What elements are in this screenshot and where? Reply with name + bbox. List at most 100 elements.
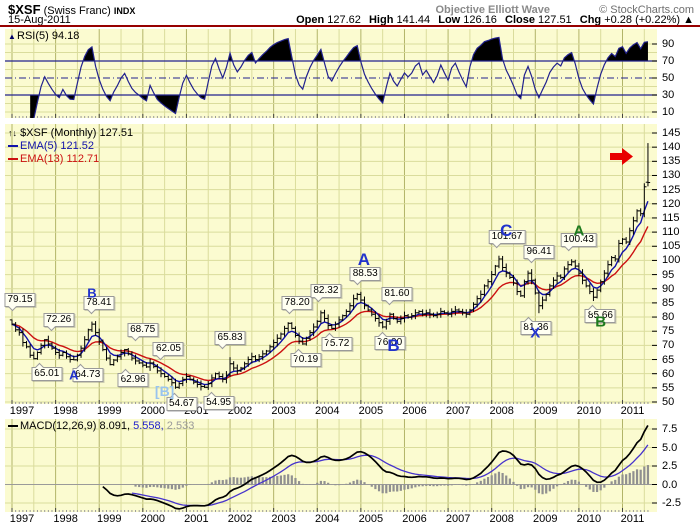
year-label: 2011 — [620, 405, 645, 417]
year-label: 2004 — [315, 513, 340, 525]
red-arrow-icon — [609, 147, 633, 165]
year-label: 2005 — [358, 513, 384, 525]
ema5-line-icon — [8, 145, 18, 148]
price-axis-tick-label: 70 — [662, 339, 675, 352]
price-axis-tick-label: 60 — [662, 367, 675, 380]
rsi-axis-tick-label: 30 — [662, 89, 675, 101]
elliott-letter: A — [573, 222, 585, 240]
rsi-axis-tick-label: 50 — [662, 72, 675, 84]
year-label: 1997 — [9, 513, 35, 525]
up-arrow-icon: ▲ — [683, 14, 694, 26]
callout-label: 81.36 — [520, 321, 552, 336]
year-label: 2004 — [315, 405, 340, 417]
callout-label: 62.96 — [117, 373, 149, 388]
rsi-legend: ▲RSI(5) 94.18 — [8, 30, 79, 42]
price-axis-tick-label: 125 — [662, 183, 681, 196]
rsi-axis-tick-label: 90 — [662, 38, 675, 50]
callout-label: 70.19 — [290, 352, 322, 367]
close-value: 127.51 — [538, 14, 572, 26]
rsi-axis-tick-label: 10 — [662, 106, 675, 118]
rsi-area-icon: ▲ — [8, 32, 16, 41]
price-axis-tick-label: 100 — [662, 254, 681, 267]
year-label: 2000 — [140, 405, 166, 417]
elliott-letter: X — [530, 324, 541, 342]
elliott-letter: C — [500, 220, 513, 240]
callout-label: 76.00 — [374, 336, 406, 351]
elliott-letter: A — [69, 367, 79, 383]
macd-signal-value: 5.558, — [133, 420, 164, 432]
open-label: Open — [296, 14, 325, 26]
year-label: 2010 — [576, 513, 602, 525]
price-axis-tick-label: 120 — [662, 197, 681, 210]
price-axis-tick-label: 140 — [662, 141, 681, 154]
ema13-legend: EMA(13) 112.71 — [8, 153, 99, 165]
high-value: 141.44 — [396, 14, 431, 26]
updown-arrows-icon: ↑↓ — [8, 128, 17, 138]
callout-label: 68.75 — [127, 322, 159, 337]
symbol: $XSF — [8, 2, 41, 17]
year-label: 1998 — [53, 405, 78, 417]
chg-label: Chg — [579, 14, 602, 26]
ema5-legend-text: EMA(5) 121.52 — [20, 140, 94, 152]
year-label: 1999 — [96, 513, 122, 525]
year-label: 2003 — [271, 405, 296, 417]
copyright: © StockCharts.com — [599, 4, 694, 16]
elliott-letter: [B] — [154, 382, 175, 399]
year-label: 1997 — [9, 405, 35, 417]
macd-axis-tick-label: -2.5 — [662, 497, 681, 509]
header-divider — [0, 25, 700, 27]
price-axis-tick-label: 105 — [662, 240, 681, 253]
callout-label: 64.73 — [72, 368, 104, 383]
year-label: 2007 — [445, 513, 471, 525]
oew-watermark: Objective Elliott Wave — [435, 4, 550, 16]
open-value: 127.62 — [327, 14, 361, 26]
price-axis-tick-label: 130 — [662, 169, 681, 182]
header-line1: $XSF (Swiss Franc) INDX — [8, 2, 135, 17]
index-tag: INDX — [113, 6, 136, 16]
elliott-letter: B — [595, 313, 607, 331]
macd-legend-text: MACD(12,26,9) 8.091, — [20, 420, 131, 432]
high-label: High — [368, 14, 394, 26]
callout-label: 72.26 — [43, 312, 75, 327]
price-axis-tick-label: 90 — [662, 282, 675, 295]
year-label: 2008 — [489, 405, 514, 417]
year-label: 2002 — [227, 513, 253, 525]
year-label: 2006 — [402, 405, 427, 417]
chg-value: +0.28 (+0.22%) — [604, 14, 681, 26]
price-axis-tick-label: 135 — [662, 155, 681, 168]
symbol-desc: (Swiss Franc) — [43, 5, 111, 17]
callout-label: 54.95 — [203, 395, 235, 410]
year-label: 2008 — [489, 513, 514, 525]
callout-label: 100.43 — [560, 233, 597, 248]
year-label: 2000 — [140, 513, 166, 525]
year-label: 2006 — [402, 513, 427, 525]
macd-line-icon — [8, 425, 18, 428]
price-legend: ↑↓ $XSF (Monthly) 127.51 — [8, 127, 133, 139]
year-label: 2009 — [533, 513, 558, 525]
macd-axis-tick-label: 2.5 — [662, 460, 678, 472]
low-label: Low — [438, 14, 461, 26]
macd-axis-tick-label: 0.0 — [662, 478, 678, 491]
chart-date: 15-Aug-2011 — [8, 14, 71, 26]
callout-label: 65.01 — [31, 367, 63, 382]
macd-legend: MACD(12,26,9) 8.091, 5.558, 2.533 — [8, 420, 194, 432]
elliott-letter: A — [357, 250, 370, 270]
callout-label: 96.41 — [523, 244, 555, 259]
year-label: 1999 — [96, 405, 122, 417]
close-label: Close — [505, 14, 535, 26]
macd-axis-tick-label: 7.5 — [662, 423, 678, 435]
year-label: 1998 — [53, 513, 78, 525]
callout-label: 65.83 — [214, 331, 246, 346]
callout-label: 75.72 — [321, 337, 353, 352]
low-value: 126.16 — [463, 14, 497, 26]
price-axis-tick-label: 115 — [662, 211, 680, 224]
price-panel — [5, 124, 657, 404]
year-label: 2003 — [271, 513, 296, 525]
year-label: 2010 — [576, 405, 602, 417]
price-axis-tick-label: 75 — [662, 325, 675, 338]
callout-label: 101.67 — [488, 229, 526, 244]
price-axis-tick-label: 110 — [662, 226, 680, 239]
callout-label: 82.32 — [310, 284, 342, 299]
callout-label: 78.41 — [83, 295, 115, 310]
